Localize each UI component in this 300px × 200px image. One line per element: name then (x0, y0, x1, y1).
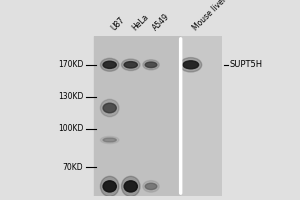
Ellipse shape (145, 183, 157, 190)
Ellipse shape (143, 181, 159, 192)
Ellipse shape (103, 61, 116, 68)
Ellipse shape (183, 61, 199, 69)
Text: 100KD: 100KD (58, 124, 83, 133)
Ellipse shape (124, 62, 137, 68)
Ellipse shape (124, 181, 137, 192)
Text: Mouse liver: Mouse liver (191, 0, 228, 33)
Bar (181, 36, 222, 196)
Ellipse shape (122, 59, 140, 71)
Ellipse shape (100, 58, 119, 71)
Ellipse shape (103, 103, 116, 113)
Ellipse shape (122, 176, 140, 196)
Text: SUPT5H: SUPT5H (230, 60, 263, 69)
Text: A549: A549 (151, 12, 171, 33)
Ellipse shape (100, 99, 119, 117)
Bar (94, 36, 181, 196)
Ellipse shape (103, 138, 116, 142)
Ellipse shape (100, 176, 119, 196)
Ellipse shape (180, 58, 202, 72)
Ellipse shape (143, 60, 159, 70)
Text: 170KD: 170KD (58, 60, 83, 69)
Ellipse shape (100, 136, 119, 144)
Text: 130KD: 130KD (58, 92, 83, 101)
Text: 70KD: 70KD (62, 163, 83, 172)
Ellipse shape (103, 181, 116, 192)
Ellipse shape (145, 62, 157, 68)
Text: U87: U87 (110, 16, 127, 33)
Text: HeLa: HeLa (131, 13, 151, 33)
